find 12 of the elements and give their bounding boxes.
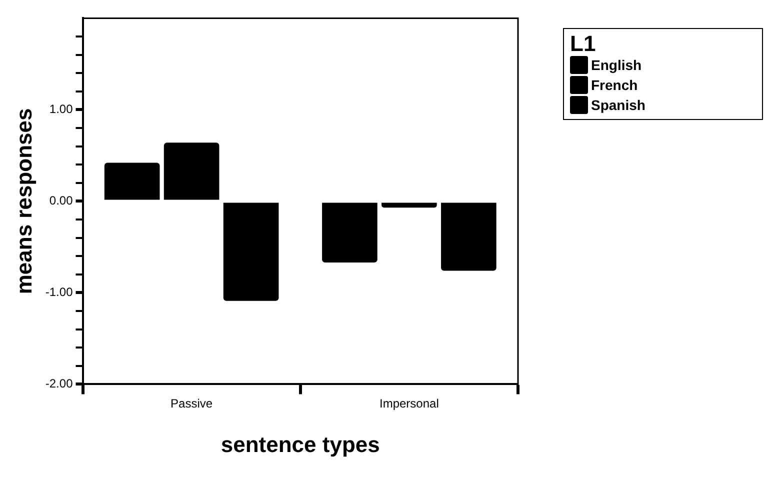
x-tick-label: Passive — [170, 396, 213, 411]
y-tick-label: -2.00 — [45, 376, 74, 391]
x-axis-title: sentence types — [220, 432, 380, 457]
legend-label: French — [591, 77, 638, 93]
legend-title: L1 — [570, 31, 597, 56]
x-tick-label: Impersonal — [380, 396, 439, 411]
y-axis-title: means responses — [11, 108, 36, 294]
legend-label: English — [591, 57, 642, 73]
y-tick-label: -1.00 — [45, 285, 74, 300]
y-tick-label: 1.00 — [49, 102, 74, 116]
legend-label: Spanish — [591, 97, 646, 113]
y-tick-label: 0.00 — [49, 194, 74, 208]
